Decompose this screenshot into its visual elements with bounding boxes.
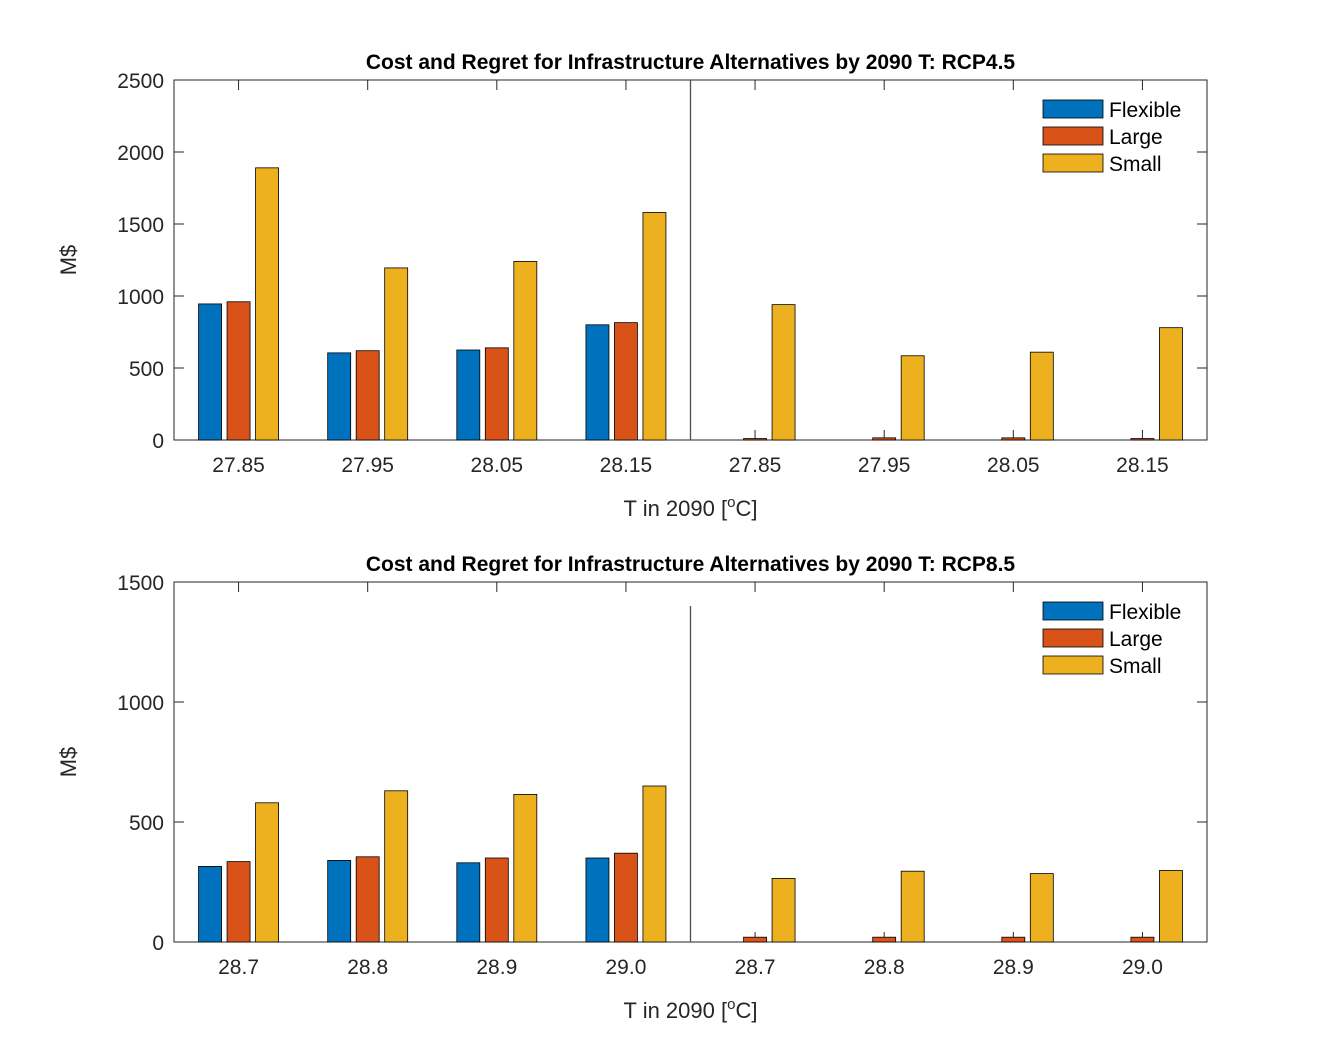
x-axis-label: T in 2090 [oC]: [624, 494, 758, 521]
bar-small-2: [384, 790, 409, 943]
y-tick-label: 0: [152, 932, 164, 955]
x-tick-label: 28.8: [864, 956, 905, 979]
x-tick-label: 29.0: [1122, 956, 1163, 979]
legend-label-large: Large: [1109, 628, 1163, 651]
bar-small-3: [513, 261, 538, 441]
bar-small-3: [513, 794, 538, 943]
bar-large-8: [1130, 936, 1155, 943]
legend-swatch-flexible: [1042, 601, 1104, 621]
bar-small-1: [255, 167, 279, 441]
bar-small-7: [1029, 351, 1054, 441]
bar-small-8: [1159, 327, 1183, 441]
y-tick-label: 2000: [117, 142, 164, 165]
legend-label-small: Small: [1109, 655, 1162, 678]
x-axis-label-unit: C]: [735, 998, 757, 1023]
bar-flexible-3: [456, 349, 481, 441]
bar-small-6: [900, 870, 925, 943]
bar-small-5: [771, 878, 796, 943]
bar-large-4: [614, 322, 638, 441]
x-axis-label-main: T in 2090 [: [624, 496, 728, 521]
y-tick-label: 1500: [117, 572, 164, 595]
bar-flexible-2: [327, 860, 352, 943]
x-tick-label: 28.05: [987, 454, 1040, 477]
y-tick-label: 1000: [117, 692, 164, 715]
chart-panel-1: 0 500 1000 1500 2000 2500 27.85 27.95 28.05 28.15…: [56, 51, 1208, 521]
bar-flexible-3: [456, 862, 481, 943]
x-tick-label: 27.85: [212, 454, 265, 477]
x-tick-label: 28.7: [218, 956, 259, 979]
x-tick-label: 28.15: [1116, 454, 1169, 477]
chart-title: Cost and Regret for Infrastructure Alter…: [366, 553, 1016, 576]
bar-small-7: [1029, 873, 1054, 943]
x-axis-label-degree: o: [727, 996, 735, 1013]
bar-small-4: [642, 212, 667, 441]
bar-large-2: [355, 350, 380, 441]
bar-large-4: [614, 852, 638, 943]
bar-large-5: [743, 438, 767, 441]
x-tick-label: 28.7: [735, 956, 776, 979]
bar-large-8: [1130, 438, 1155, 441]
y-tick-label: 1000: [117, 286, 164, 309]
bar-large-1: [226, 861, 251, 943]
x-tick-label: 28.9: [476, 956, 517, 979]
bar-small-6: [900, 355, 925, 441]
x-tick-label: 28.9: [993, 956, 1034, 979]
chart-panel-2: 0 500 1000 1500 28.7 28.8 28.9 29.0 28.7 28.8 28.9…: [56, 553, 1208, 1023]
x-tick-label: 29.0: [606, 956, 647, 979]
bar-large-2: [355, 856, 380, 943]
bar-small-1: [255, 802, 279, 943]
bar-large-3: [484, 857, 509, 943]
bar-large-3: [484, 347, 509, 441]
legend-label-flexible: Flexible: [1109, 99, 1181, 122]
legend-label-flexible: Flexible: [1109, 601, 1181, 624]
x-tick-label: 27.95: [858, 454, 911, 477]
bar-large-7: [1001, 936, 1026, 943]
x-tick-label: 27.95: [341, 454, 394, 477]
bar-small-8: [1159, 870, 1183, 943]
y-tick-label: 500: [129, 812, 164, 835]
y-tick-label: 0: [152, 430, 164, 453]
x-axis-label: T in 2090 [oC]: [624, 996, 758, 1023]
legend: Flexible Large Small: [1042, 601, 1181, 678]
bar-large-1: [226, 301, 251, 441]
y-tick-label: 2500: [117, 70, 164, 93]
bar-small-2: [384, 267, 409, 441]
legend-swatch-large: [1042, 126, 1104, 146]
bar-flexible-1: [198, 303, 222, 441]
legend-swatch-large: [1042, 628, 1104, 648]
x-axis-label-degree: o: [727, 494, 735, 511]
legend: Flexible Large Small: [1042, 99, 1181, 176]
bar-flexible-4: [585, 857, 610, 943]
bar-small-4: [642, 785, 667, 943]
x-axis-label-unit: C]: [735, 496, 757, 521]
y-axis-label: M$: [56, 245, 81, 276]
bar-flexible-2: [327, 352, 352, 441]
y-axis-label: M$: [56, 747, 81, 778]
y-tick-label: 1500: [117, 214, 164, 237]
legend-swatch-small: [1042, 153, 1104, 173]
y-tick-label: 500: [129, 358, 164, 381]
legend-label-small: Small: [1109, 153, 1162, 176]
legend-swatch-small: [1042, 655, 1104, 675]
x-tick-label: 27.85: [729, 454, 782, 477]
bar-flexible-1: [198, 866, 222, 943]
legend-label-large: Large: [1109, 126, 1163, 149]
bar-small-5: [771, 304, 796, 441]
legend-swatch-flexible: [1042, 99, 1104, 119]
bar-large-6: [872, 936, 897, 943]
x-tick-label: 28.8: [347, 956, 388, 979]
bar-large-7: [1001, 437, 1026, 441]
bar-flexible-4: [585, 324, 610, 441]
bar-large-5: [743, 936, 767, 943]
x-tick-label: 28.15: [600, 454, 653, 477]
x-tick-label: 28.05: [471, 454, 524, 477]
bar-large-6: [872, 437, 897, 441]
x-axis-label-main: T in 2090 [: [624, 998, 728, 1023]
chart-title: Cost and Regret for Infrastructure Alter…: [366, 51, 1016, 74]
